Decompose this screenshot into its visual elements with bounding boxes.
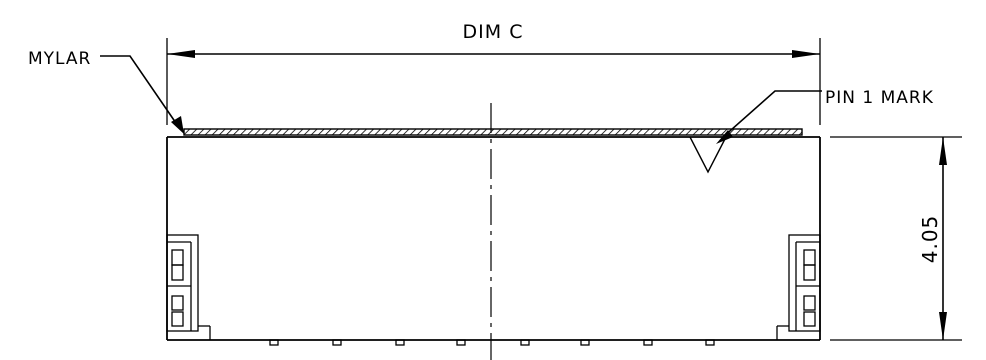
right-latch [776, 234, 821, 340]
left-latch [166, 234, 211, 340]
dim-c-left-arrow [167, 50, 195, 58]
pin1-triangle-mark [689, 136, 727, 174]
mylar-leader-line [100, 55, 179, 127]
mylar-label: MYLAR [28, 49, 91, 69]
height-top-arrow [939, 137, 947, 165]
connector-body [166, 136, 821, 341]
height-value-label: 4.05 [918, 215, 942, 264]
pin1-leader-line [721, 90, 822, 139]
mylar-leader-arrow [171, 116, 184, 134]
dim-c-dimension: DIM C [166, 21, 821, 125]
height-dimension: 4.05 [830, 136, 962, 341]
mylar-callout: MYLAR [28, 49, 184, 134]
pin1-mark-callout: PIN 1 MARK [716, 88, 934, 144]
mylar-strip [183, 128, 803, 136]
pin-tails [269, 339, 715, 346]
dim-c-right-arrow [792, 50, 820, 58]
dim-c-label: DIM C [463, 21, 524, 43]
pin1-mark-label: PIN 1 MARK [825, 88, 934, 108]
height-bottom-arrow [939, 312, 947, 340]
